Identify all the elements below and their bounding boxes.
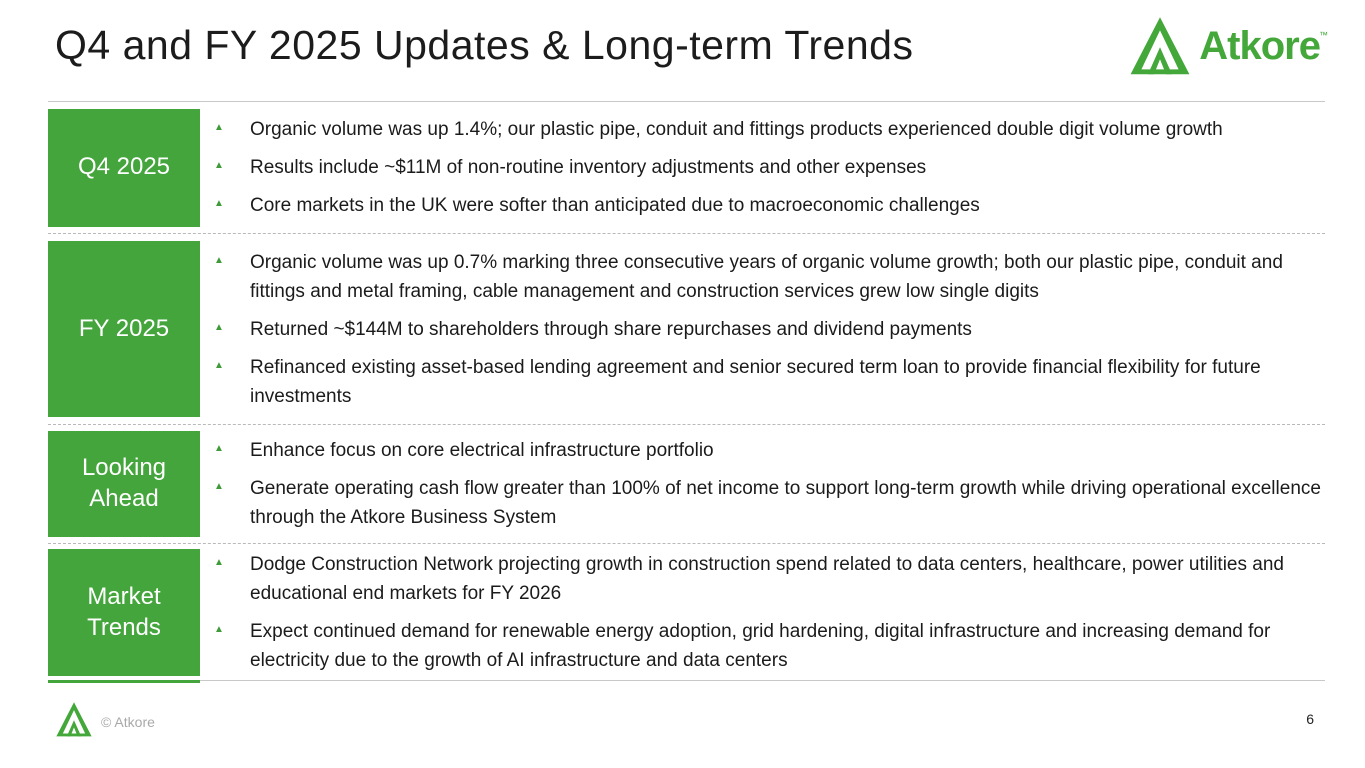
summary-table: Q4 2025 ▲ Organic volume was up 1.4%; ou… [48, 101, 1325, 683]
bullet-triangle-icon: ▲ [214, 481, 224, 492]
bullet-text: Returned ~$144M to shareholders through … [250, 318, 972, 340]
footer-atkore-logo [56, 701, 92, 743]
list-item: ▲ Refinanced existing asset-based lendin… [214, 353, 1325, 411]
bullet-text: Expect continued demand for renewable en… [250, 621, 1271, 671]
atkore-logotype: Atkore ™ [1199, 23, 1328, 68]
list-item: ▲ Enhance focus on core electrical infra… [214, 436, 1325, 465]
section-bullets: ▲ Dodge Construction Network projecting … [200, 544, 1325, 681]
atkore-logo: Atkore ™ [1129, 16, 1328, 76]
bullet-triangle-icon: ▲ [214, 624, 224, 635]
section-looking-ahead: Looking Ahead ▲ Enhance focus on core el… [48, 425, 1325, 544]
bottom-border-gray-rule [200, 680, 1325, 681]
bullet-text: Generate operating cash flow greater tha… [250, 478, 1321, 528]
bullet-triangle-icon: ▲ [214, 321, 224, 333]
list-item: ▲ Core markets in the UK were softer tha… [214, 191, 1325, 220]
list-item: ▲ Generate operating cash flow greater t… [214, 474, 1325, 532]
section-market-trends: Market Trends ▲ Dodge Construction Netwo… [48, 544, 1325, 681]
atkore-logo-mark-icon [56, 702, 92, 737]
section-label-fy-2025: FY 2025 [48, 241, 200, 417]
list-item: ▲ Returned ~$144M to shareholders throug… [214, 315, 1325, 344]
section-fy-2025: FY 2025 ▲ Organic volume was up 0.7% mar… [48, 234, 1325, 425]
list-item: ▲ Organic volume was up 0.7% marking thr… [214, 248, 1325, 306]
bullet-text: Results include ~$11M of non-routine inv… [250, 157, 927, 178]
bullet-triangle-icon: ▲ [214, 359, 224, 371]
bullet-text: Organic volume was up 1.4%; our plastic … [250, 119, 1223, 140]
trademark-symbol: ™ [1319, 29, 1328, 40]
bottom-border-green-segment [48, 680, 200, 683]
bullet-text: Core markets in the UK were softer than … [250, 195, 980, 216]
list-item: ▲ Expect continued demand for renewable … [214, 617, 1325, 675]
section-bullets: ▲ Organic volume was up 0.7% marking thr… [200, 234, 1325, 424]
bullet-triangle-icon: ▲ [214, 254, 224, 266]
list-item: ▲ Results include ~$11M of non-routine i… [214, 153, 1325, 182]
bullet-triangle-icon: ▲ [214, 443, 224, 454]
bullet-text: Dodge Construction Network projecting gr… [250, 554, 1284, 604]
bullet-text: Organic volume was up 0.7% marking three… [250, 251, 1283, 302]
section-bullets: ▲ Enhance focus on core electrical infra… [200, 425, 1325, 543]
section-label-q4-2025: Q4 2025 [48, 108, 200, 227]
bullet-triangle-icon: ▲ [214, 122, 224, 133]
bullet-text: Refinanced existing asset-based lending … [250, 356, 1261, 407]
page-number: 6 [1306, 711, 1314, 727]
page-title: Q4 and FY 2025 Updates & Long-term Trend… [55, 22, 914, 68]
bullet-triangle-icon: ▲ [214, 198, 224, 209]
bullet-triangle-icon: ▲ [214, 557, 224, 568]
section-bullets: ▲ Organic volume was up 1.4%; our plasti… [200, 102, 1325, 233]
atkore-logo-mark-icon [1130, 17, 1190, 75]
list-item: ▲ Organic volume was up 1.4%; our plasti… [214, 115, 1325, 144]
bullet-text: Enhance focus on core electrical infrast… [250, 440, 714, 461]
copyright-text: © Atkore [101, 714, 155, 730]
section-label-looking-ahead: Looking Ahead [48, 431, 200, 537]
bullet-triangle-icon: ▲ [214, 160, 224, 171]
section-q4-2025: Q4 2025 ▲ Organic volume was up 1.4%; ou… [48, 102, 1325, 234]
list-item: ▲ Dodge Construction Network projecting … [214, 550, 1325, 608]
section-label-market-trends: Market Trends [48, 549, 200, 676]
